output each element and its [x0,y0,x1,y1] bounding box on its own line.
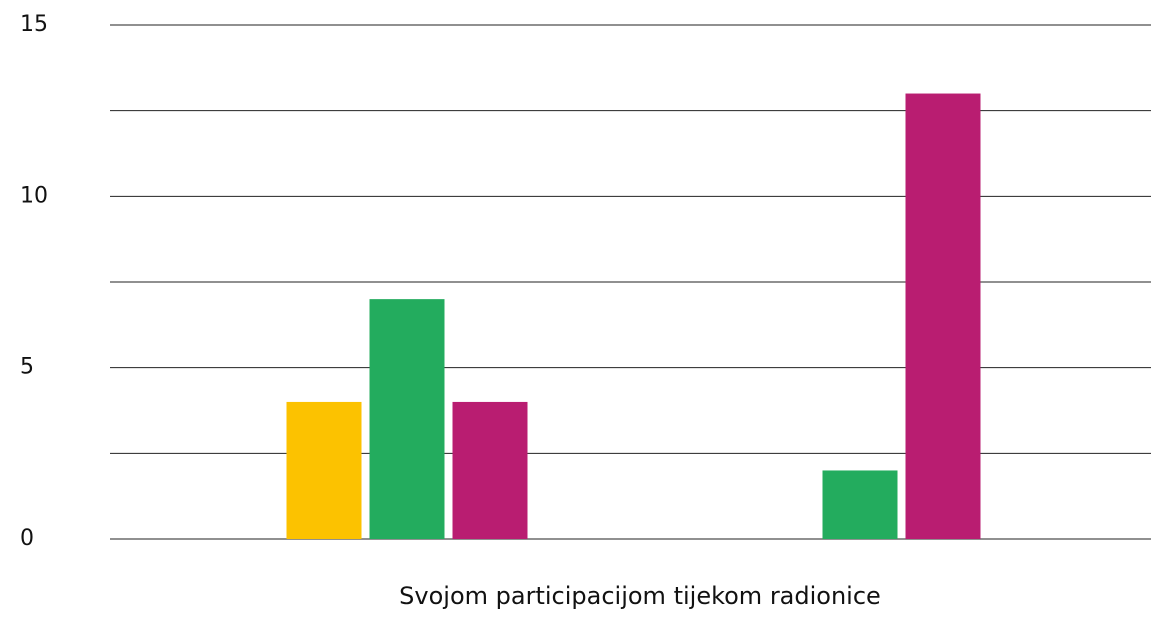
y-tick-label: 0 [20,526,34,551]
y-tick-label: 15 [20,12,48,37]
bar [905,93,981,540]
bar [452,401,528,539]
bar [369,299,445,539]
x-axis-label: Svojom participacijom tijekom radionice [399,582,881,610]
bar [286,401,362,539]
y-tick-label: 10 [20,183,48,208]
y-tick-label: 5 [20,355,34,380]
bar [822,470,898,539]
